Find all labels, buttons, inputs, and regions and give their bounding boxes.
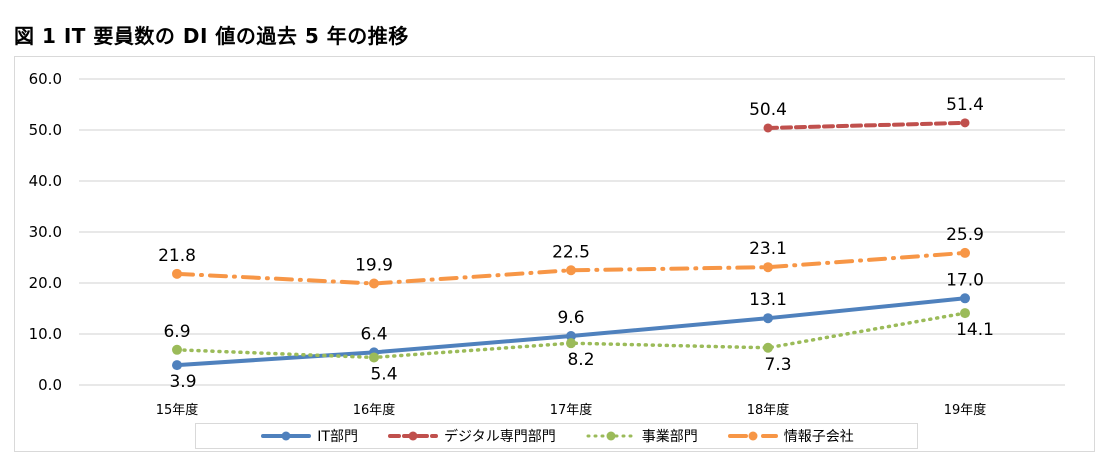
data-label: 6.4 (360, 324, 387, 344)
data-label: 7.3 (764, 355, 791, 375)
data-label: 22.5 (552, 242, 590, 262)
data-point (369, 352, 379, 363)
y-tick-label: 50.0 (29, 121, 62, 139)
legend-label: IT部門 (317, 429, 358, 445)
data-label: 25.9 (946, 225, 984, 245)
data-label: 8.2 (567, 350, 594, 370)
x-tick-label: 16年度 (353, 402, 396, 418)
data-label: 5.4 (370, 364, 397, 384)
legend-item: デジタル専門部門 (386, 426, 556, 446)
data-label: 3.9 (169, 372, 196, 392)
data-label: 17.0 (946, 270, 984, 290)
data-label: 14.1 (956, 320, 994, 340)
data-point (566, 338, 576, 349)
y-tick-label: 40.0 (29, 172, 62, 190)
data-label: 51.4 (946, 95, 984, 115)
data-label: 50.4 (749, 100, 787, 120)
legend-label: 情報子会社 (783, 429, 854, 445)
data-point (960, 308, 970, 319)
y-tick-label: 20.0 (29, 274, 62, 292)
legend-item: IT部門 (259, 426, 358, 446)
legend-swatch-icon (727, 431, 778, 441)
x-tick-label: 15年度 (156, 402, 199, 418)
legend-marker (748, 431, 758, 441)
data-label: 6.9 (163, 322, 190, 342)
data-point (960, 293, 970, 304)
legend: IT部門 デジタル専門部門 事業部門 情報子会社 (195, 423, 918, 449)
data-point (763, 262, 773, 273)
y-tick-label: 60.0 (29, 70, 62, 88)
x-tick-label: 19年度 (944, 402, 987, 418)
data-point (960, 118, 970, 128)
y-tick-label: 0.0 (38, 376, 62, 394)
data-label: 9.6 (557, 308, 584, 328)
chart-frame (14, 56, 1095, 452)
legend-item: 事業部門 (584, 426, 698, 446)
chart-title: 図 1 IT 要員数の DI 値の過去 5 年の推移 (14, 24, 409, 48)
data-point (369, 278, 379, 289)
x-tick-label: 17年度 (550, 402, 593, 418)
legend-marker (606, 431, 616, 441)
legend-item: 情報子会社 (726, 426, 854, 446)
data-point (172, 344, 182, 355)
data-label: 13.1 (749, 290, 787, 310)
legend-label: デジタル専門部門 (443, 429, 556, 445)
y-tick-label: 10.0 (29, 325, 62, 343)
series-line (766, 120, 967, 130)
data-label: 19.9 (355, 256, 393, 276)
legend-swatch-icon (387, 431, 438, 441)
legend-marker (408, 431, 418, 441)
data-point (763, 123, 773, 133)
data-point (172, 360, 182, 371)
data-point (763, 313, 773, 324)
legend-swatch-icon (586, 431, 636, 441)
legend-swatch-icon (261, 431, 312, 441)
x-tick-label: 18年度 (747, 402, 790, 418)
data-point (566, 265, 576, 276)
data-point (960, 247, 970, 258)
data-point (763, 342, 773, 353)
y-tick-label: 30.0 (29, 223, 62, 241)
data-label: 23.1 (749, 239, 787, 259)
data-point (566, 331, 576, 342)
data-label: 21.8 (158, 246, 196, 266)
data-point (172, 268, 182, 279)
legend-marker (281, 431, 291, 441)
legend-label: 事業部門 (641, 429, 698, 445)
